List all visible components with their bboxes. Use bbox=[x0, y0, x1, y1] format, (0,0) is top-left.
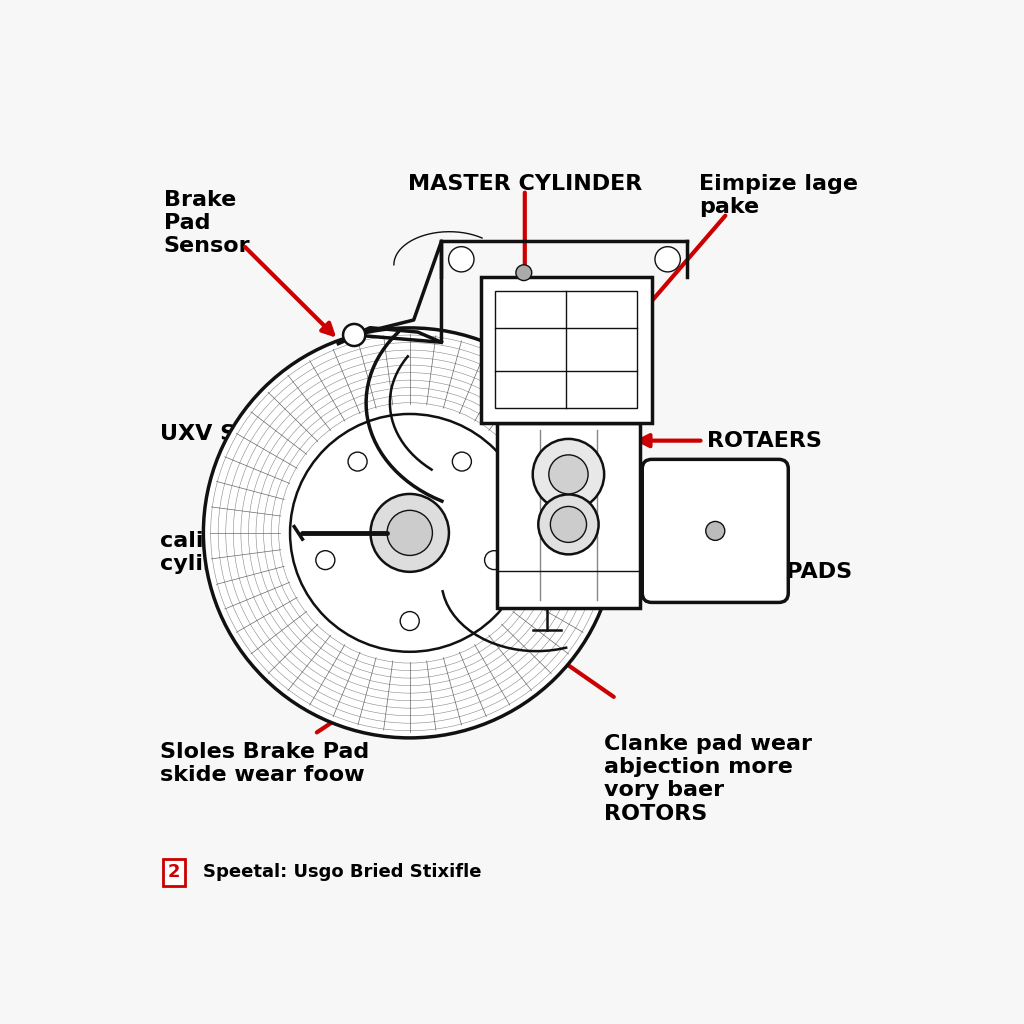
Circle shape bbox=[706, 521, 725, 541]
Circle shape bbox=[315, 551, 335, 569]
Text: Eimpize lage
pake: Eimpize lage pake bbox=[699, 174, 858, 217]
Text: ROTAERS: ROTAERS bbox=[708, 431, 822, 451]
Circle shape bbox=[532, 439, 604, 510]
Circle shape bbox=[453, 453, 471, 471]
Circle shape bbox=[348, 453, 367, 471]
FancyBboxPatch shape bbox=[481, 276, 652, 423]
Circle shape bbox=[516, 265, 531, 281]
Circle shape bbox=[549, 455, 588, 494]
Text: MASTER CYLINDER: MASTER CYLINDER bbox=[408, 174, 642, 195]
Circle shape bbox=[387, 510, 432, 555]
Circle shape bbox=[539, 495, 599, 554]
Text: Clanke pad wear
abjection more
vory baer
ROTORS: Clanke pad wear abjection more vory baer… bbox=[604, 734, 812, 823]
Circle shape bbox=[449, 247, 474, 272]
FancyBboxPatch shape bbox=[496, 291, 638, 409]
Text: UXV SERSIN: UXV SERSIN bbox=[160, 424, 310, 444]
FancyBboxPatch shape bbox=[497, 423, 640, 608]
Circle shape bbox=[343, 324, 366, 346]
Text: BRAKE PADS: BRAKE PADS bbox=[695, 562, 853, 583]
Circle shape bbox=[550, 507, 587, 543]
Text: 2: 2 bbox=[168, 863, 180, 882]
Circle shape bbox=[371, 494, 449, 571]
Circle shape bbox=[204, 328, 616, 738]
Circle shape bbox=[290, 414, 529, 652]
Text: Speetal: Usgo Bried Stixifle: Speetal: Usgo Bried Stixifle bbox=[204, 863, 482, 882]
Circle shape bbox=[400, 611, 419, 631]
Text: Brake
Pad
Sensor: Brake Pad Sensor bbox=[164, 189, 250, 256]
Text: calipue
cylinder: calipue cylinder bbox=[160, 531, 261, 574]
Text: Sloles Brake Pad
skide wear foow: Sloles Brake Pad skide wear foow bbox=[160, 741, 369, 785]
FancyBboxPatch shape bbox=[642, 460, 788, 602]
Circle shape bbox=[655, 247, 680, 272]
Circle shape bbox=[484, 551, 504, 569]
